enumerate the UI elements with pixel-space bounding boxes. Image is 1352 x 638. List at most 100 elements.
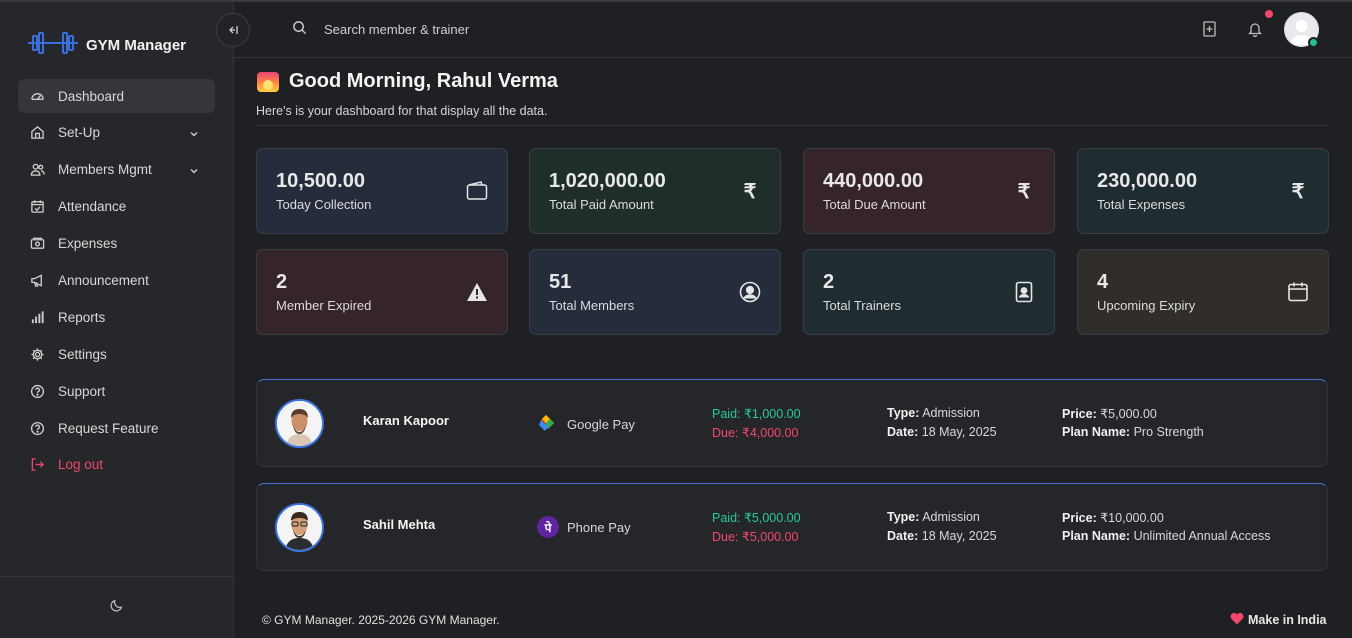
divider: [256, 125, 1328, 126]
stat-card-total-due[interactable]: 440,000.00 Total Due Amount ₹: [803, 148, 1055, 234]
stat-value: 4: [1097, 271, 1109, 293]
megaphone-icon: [29, 272, 45, 288]
due-amount: Due: ₹4,000.00: [712, 426, 799, 440]
paid-amount: Paid: ₹1,000.00: [712, 407, 801, 421]
sidebar-footer: [0, 576, 233, 638]
sidebar-item-members-mgmt[interactable]: Members Mgmt: [18, 153, 215, 187]
sidebar-item-label: Settings: [58, 346, 107, 362]
sidebar-item-logout[interactable]: Log out: [18, 448, 215, 482]
sidebar-item-support[interactable]: Support: [18, 374, 215, 408]
collapse-sidebar-button[interactable]: [216, 13, 250, 47]
price-label: Price:: [1062, 511, 1097, 525]
stat-card-upcoming-expiry[interactable]: 4 Upcoming Expiry: [1077, 249, 1329, 335]
member-avatar: [275, 503, 324, 552]
gear-icon: [29, 346, 45, 362]
bell-icon[interactable]: [1247, 21, 1263, 42]
sidebar-item-label: Expenses: [58, 236, 118, 252]
stat-card-total-trainers[interactable]: 2 Total Trainers: [803, 249, 1055, 335]
sidebar-item-announcement[interactable]: Announcement: [18, 263, 215, 297]
plan-value: Unlimited Annual Access: [1133, 529, 1271, 543]
payment-method: पे Phone Pay: [537, 516, 631, 538]
heart-icon: [1230, 612, 1244, 628]
sunrise-icon: [257, 71, 279, 92]
cash-icon: [29, 236, 45, 252]
member-name: Sahil Mehta: [363, 517, 436, 532]
sidebar-item-label: Log out: [58, 457, 104, 473]
date-label: Date:: [887, 425, 919, 439]
stat-card-member-expired[interactable]: 2 Member Expired: [256, 249, 508, 335]
moon-icon[interactable]: [110, 598, 124, 617]
plan-label: Plan Name:: [1062, 529, 1131, 543]
bookmark-icon[interactable]: [1203, 21, 1216, 42]
stat-label: Upcoming Expiry: [1097, 298, 1196, 313]
sidebar-item-label: Members Mgmt: [58, 162, 152, 178]
payment-date: Date: 18 May, 2025: [887, 425, 997, 439]
calendar-check-icon: [29, 199, 45, 215]
sidebar-item-expenses[interactable]: Expenses: [18, 227, 215, 261]
page-subtitle: Here's is your dashboard for that displa…: [256, 104, 548, 118]
online-status-dot: [1308, 37, 1319, 48]
stat-label: Total Paid Amount: [549, 197, 654, 212]
due-amount: Due: ₹5,000.00: [712, 530, 799, 544]
warning-icon: [465, 280, 489, 304]
stat-card-today-collection[interactable]: 10,500.00 Today Collection: [256, 148, 508, 234]
stat-card-total-members[interactable]: 51 Total Members: [529, 249, 781, 335]
brand-name: GYM Manager: [86, 37, 187, 54]
stat-card-total-paid[interactable]: 1,020,000.00 Total Paid Amount ₹: [529, 148, 781, 234]
sidebar-item-settings[interactable]: Settings: [18, 337, 215, 371]
stat-value: 440,000.00: [823, 170, 924, 192]
user-circle-icon: [738, 280, 762, 304]
sidebar-item-dashboard[interactable]: Dashboard: [18, 79, 215, 113]
stat-value: 2: [823, 271, 835, 293]
search-bar[interactable]: Search member & trainer: [292, 20, 469, 38]
user-silhouette-icon: [1284, 12, 1319, 47]
plan-price: Price: ₹5,000.00: [1062, 406, 1157, 421]
stat-card-total-expenses[interactable]: 230,000.00 Total Expenses ₹: [1077, 148, 1329, 234]
sidebar-item-label: Announcement: [58, 272, 149, 288]
price-value: ₹10,000.00: [1100, 511, 1164, 525]
search-input[interactable]: Search member & trainer: [324, 21, 470, 37]
home-icon: [29, 125, 45, 141]
date-value: 18 May, 2025: [921, 529, 997, 543]
topbar: Search member & trainer: [216, 2, 1352, 58]
paid-amount: Paid: ₹5,000.00: [712, 511, 801, 525]
brand[interactable]: GYM Manager: [28, 32, 186, 59]
notification-dot: [1265, 10, 1273, 18]
date-label: Date:: [887, 529, 919, 543]
sidebar-item-label: Dashboard: [58, 88, 125, 104]
sidebar-item-attendance[interactable]: Attendance: [18, 190, 215, 224]
bar-chart-icon: [29, 309, 45, 325]
rupee-icon: ₹: [1291, 180, 1305, 203]
chevron-down-icon: [189, 127, 199, 142]
plan-value: Pro Strength: [1133, 425, 1204, 439]
payment-row[interactable]: Karan Kapoor Google Pay Paid: ₹1,000.00 …: [256, 379, 1328, 467]
type-value: Admission: [922, 510, 980, 524]
made-in-label: Make in India: [1248, 613, 1327, 627]
copyright: © GYM Manager. 2025-2026 GYM Manager.: [262, 613, 500, 627]
type-label: Type:: [887, 406, 920, 420]
member-name: Karan Kapoor: [363, 413, 449, 428]
plan-price: Price: ₹10,000.00: [1062, 510, 1164, 525]
payment-row[interactable]: Sahil Mehta पे Phone Pay Paid: ₹5,000.00…: [256, 483, 1328, 571]
wallet-icon: [465, 179, 489, 203]
sidebar-item-label: Request Feature: [58, 420, 159, 436]
sidebar-item-label: Reports: [58, 309, 106, 325]
stat-value: 230,000.00: [1097, 170, 1198, 192]
stat-label: Total Expenses: [1097, 197, 1186, 212]
payment-date: Date: 18 May, 2025: [887, 529, 997, 543]
page-title: Good Morning, Rahul Verma: [289, 70, 558, 92]
sidebar-nav: Dashboard Set-Up Members Mgmt Attenda: [18, 79, 215, 485]
id-badge-icon: [1012, 280, 1036, 304]
sidebar-item-setup[interactable]: Set-Up: [18, 116, 215, 150]
plan-name: Plan Name: Unlimited Annual Access: [1062, 529, 1270, 543]
stat-label: Total Due Amount: [823, 197, 926, 212]
chevron-down-icon: [189, 164, 199, 179]
stat-value: 10,500.00: [276, 170, 365, 192]
phonepe-icon: पे: [537, 516, 559, 538]
sidebar-item-request-feature[interactable]: Request Feature: [18, 411, 215, 445]
payment-type: Type: Admission: [887, 406, 980, 420]
logout-icon: [29, 457, 45, 473]
price-label: Price:: [1062, 407, 1097, 421]
sidebar-item-reports[interactable]: Reports: [18, 300, 215, 334]
sidebar: GYM Manager Dashboard Set-Up Members Mgm…: [0, 2, 234, 638]
